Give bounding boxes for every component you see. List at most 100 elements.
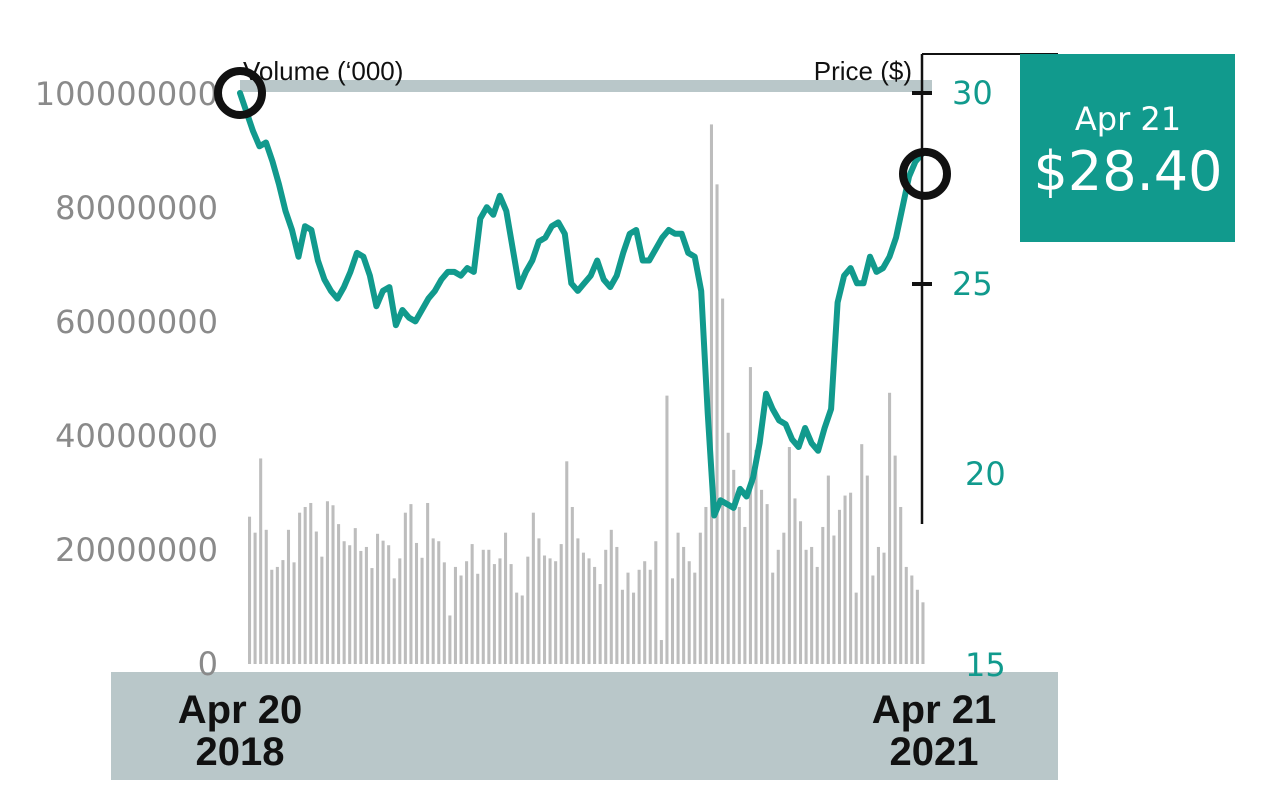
volume-bar [915,589,919,664]
volume-bar [392,578,396,664]
volume-bar [487,549,491,664]
volume-bar [515,592,519,665]
volume-bars [248,124,925,665]
volume-bar [248,516,252,664]
x-axis-band [111,672,1058,780]
right-tick-label: 15 [965,646,1006,684]
volume-bar [253,532,257,664]
volume-bar [709,124,713,664]
volume-bar [426,502,430,664]
volume-bar [620,589,624,664]
left-tick-label: 20000000 [55,531,218,569]
volume-bar [832,535,836,664]
volume-bar [609,529,613,665]
volume-bar [888,392,892,664]
price-callout [1020,54,1235,242]
volume-bar [765,504,769,664]
volume-bar [659,640,663,664]
right-tick-label: 30 [952,74,993,112]
volume-bar [715,184,719,665]
volume-bar [459,575,463,664]
volume-bar [921,602,925,664]
volume-bar [882,552,886,664]
x-start-label-line1: Apr 20 [178,688,303,732]
volume-bar [325,501,329,664]
volume-bar [804,549,808,664]
volume-bar [281,560,285,664]
volume-bar [682,546,686,664]
volume-bar [520,595,524,664]
volume-bar [837,509,842,664]
volume-bar [893,455,897,664]
volume-bar [292,562,296,664]
volume-bar [793,498,797,664]
volume-bar [353,528,357,664]
volume-bar [542,555,547,664]
volume-bar [615,546,619,664]
x-end-label-line1: Apr 21 [872,688,997,732]
volume-bar [492,564,496,664]
volume-bar [604,549,608,664]
x-start-label-line2: 2018 [196,730,285,774]
volume-bar [626,572,630,664]
left-tick-label: 60000000 [55,303,218,341]
volume-bar [275,566,279,664]
volume-bar [498,558,502,665]
volume-bar [437,541,441,665]
volume-bar [453,566,457,664]
volume-bar [403,512,407,664]
volume-bar [526,556,530,664]
top-band [240,80,932,92]
left-tick-label: 100000000 [35,75,218,113]
start-marker [214,67,266,119]
right-tick-label: 25 [952,265,993,303]
volume-bar [737,506,741,665]
right-tick-label: 20 [965,455,1006,493]
volume-bar [448,615,452,665]
volume-bar [554,561,558,664]
volume-bar [899,506,903,665]
volume-bar [598,584,602,664]
volume-bar [431,538,435,664]
volume-bar [398,558,402,665]
volume-bar [303,506,307,665]
x-end-label-line2: 2021 [890,730,979,774]
volume-bar [309,502,313,664]
volume-bar [364,546,368,664]
volume-bar [865,475,869,664]
volume-bar [843,495,847,664]
volume-bar [381,540,385,664]
volume-bar [314,531,318,664]
x-axis-labels: Apr 20 2018 Apr 21 2021 [178,688,997,774]
volume-bar [821,526,825,664]
volume-bar [376,533,380,664]
volume-bar [559,544,563,664]
volume-bar [670,578,675,664]
volume-bar [342,541,346,665]
volume-bar [743,526,747,664]
volume-bar [721,298,725,664]
volume-bar [904,566,908,664]
volume-bar [693,572,697,664]
volume-bar [826,475,830,664]
volume-bar [531,512,535,664]
volume-bar [565,461,569,664]
volume-bar [593,566,597,664]
volume-bar [470,544,474,664]
callout-price: $28.40 [1034,140,1223,203]
volume-bar [854,592,858,665]
volume-bar [787,447,791,664]
volume-bar [704,506,708,665]
left-axis-tick-labels: 100000000 80000000 60000000 40000000 200… [35,75,218,683]
callout-date: Apr 21 [1075,100,1181,138]
volume-bar [370,568,374,664]
volume-bar [409,504,413,664]
volume-bar [320,556,324,664]
left-axis-title: Volume (‘000) [243,56,403,86]
left-tick-label: 40000000 [55,417,218,455]
volume-bar [337,524,341,665]
volume-bar [331,505,335,664]
volume-bar [259,458,263,664]
volume-bar [860,444,864,664]
